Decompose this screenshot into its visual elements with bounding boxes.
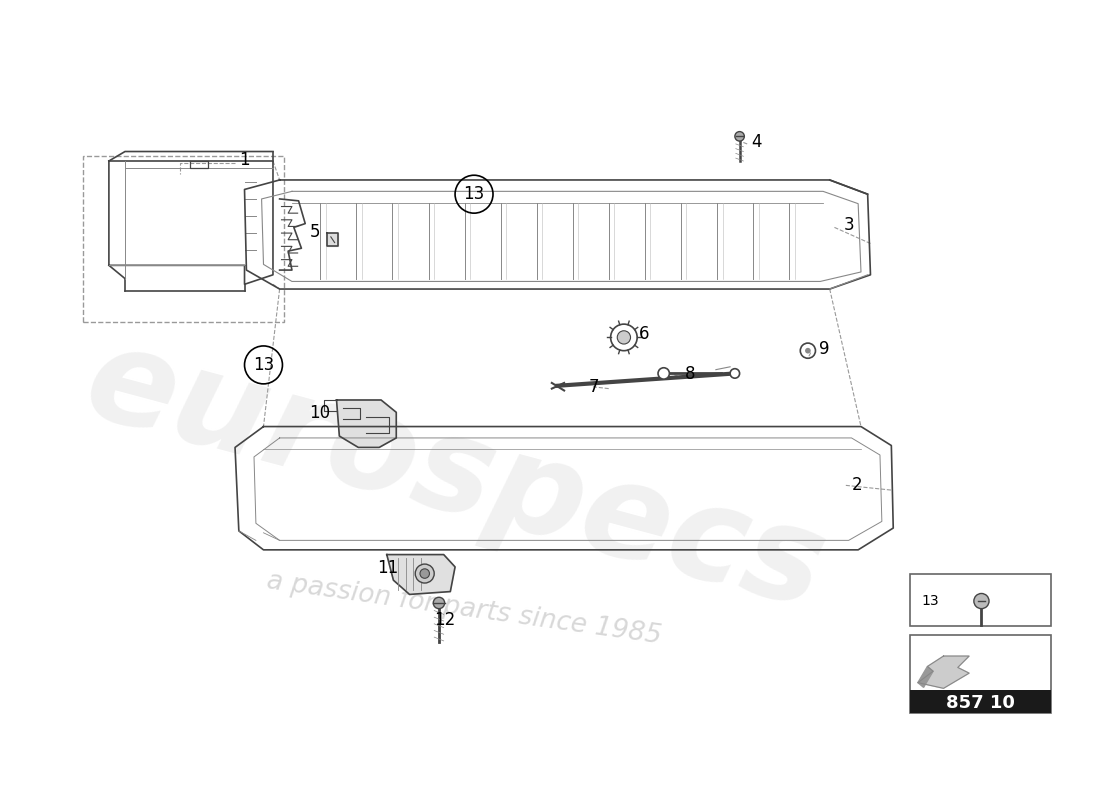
Circle shape — [420, 569, 429, 578]
Text: 2: 2 — [851, 476, 862, 494]
Text: 9: 9 — [820, 340, 829, 358]
Circle shape — [730, 369, 739, 378]
Circle shape — [805, 348, 811, 354]
Text: 12: 12 — [434, 611, 455, 629]
Text: 857 10: 857 10 — [946, 694, 1015, 713]
Text: 6: 6 — [639, 325, 650, 342]
Bar — [911, 635, 1050, 713]
Text: eurospecs: eurospecs — [73, 316, 838, 635]
Text: 4: 4 — [751, 133, 761, 151]
Polygon shape — [387, 554, 455, 594]
Polygon shape — [917, 656, 969, 688]
Circle shape — [433, 598, 444, 609]
Bar — [911, 574, 1050, 626]
Polygon shape — [327, 233, 339, 246]
Circle shape — [735, 131, 745, 141]
Text: a passion for parts since 1985: a passion for parts since 1985 — [265, 568, 663, 650]
Text: 8: 8 — [684, 366, 695, 383]
Circle shape — [415, 564, 434, 583]
Circle shape — [617, 330, 630, 344]
Text: 7: 7 — [588, 378, 600, 396]
Text: 3: 3 — [844, 215, 855, 234]
Circle shape — [610, 324, 637, 350]
Circle shape — [974, 594, 989, 609]
Bar — [911, 690, 1050, 713]
Text: 5: 5 — [310, 223, 320, 241]
Polygon shape — [337, 400, 396, 447]
Text: 13: 13 — [922, 594, 939, 608]
Text: 10: 10 — [309, 404, 330, 422]
Polygon shape — [917, 666, 933, 687]
Text: 11: 11 — [377, 559, 398, 577]
Bar — [84, 156, 285, 322]
Text: 13: 13 — [463, 185, 485, 203]
Text: 13: 13 — [253, 356, 274, 374]
Circle shape — [658, 368, 670, 379]
Text: 1: 1 — [239, 151, 250, 169]
